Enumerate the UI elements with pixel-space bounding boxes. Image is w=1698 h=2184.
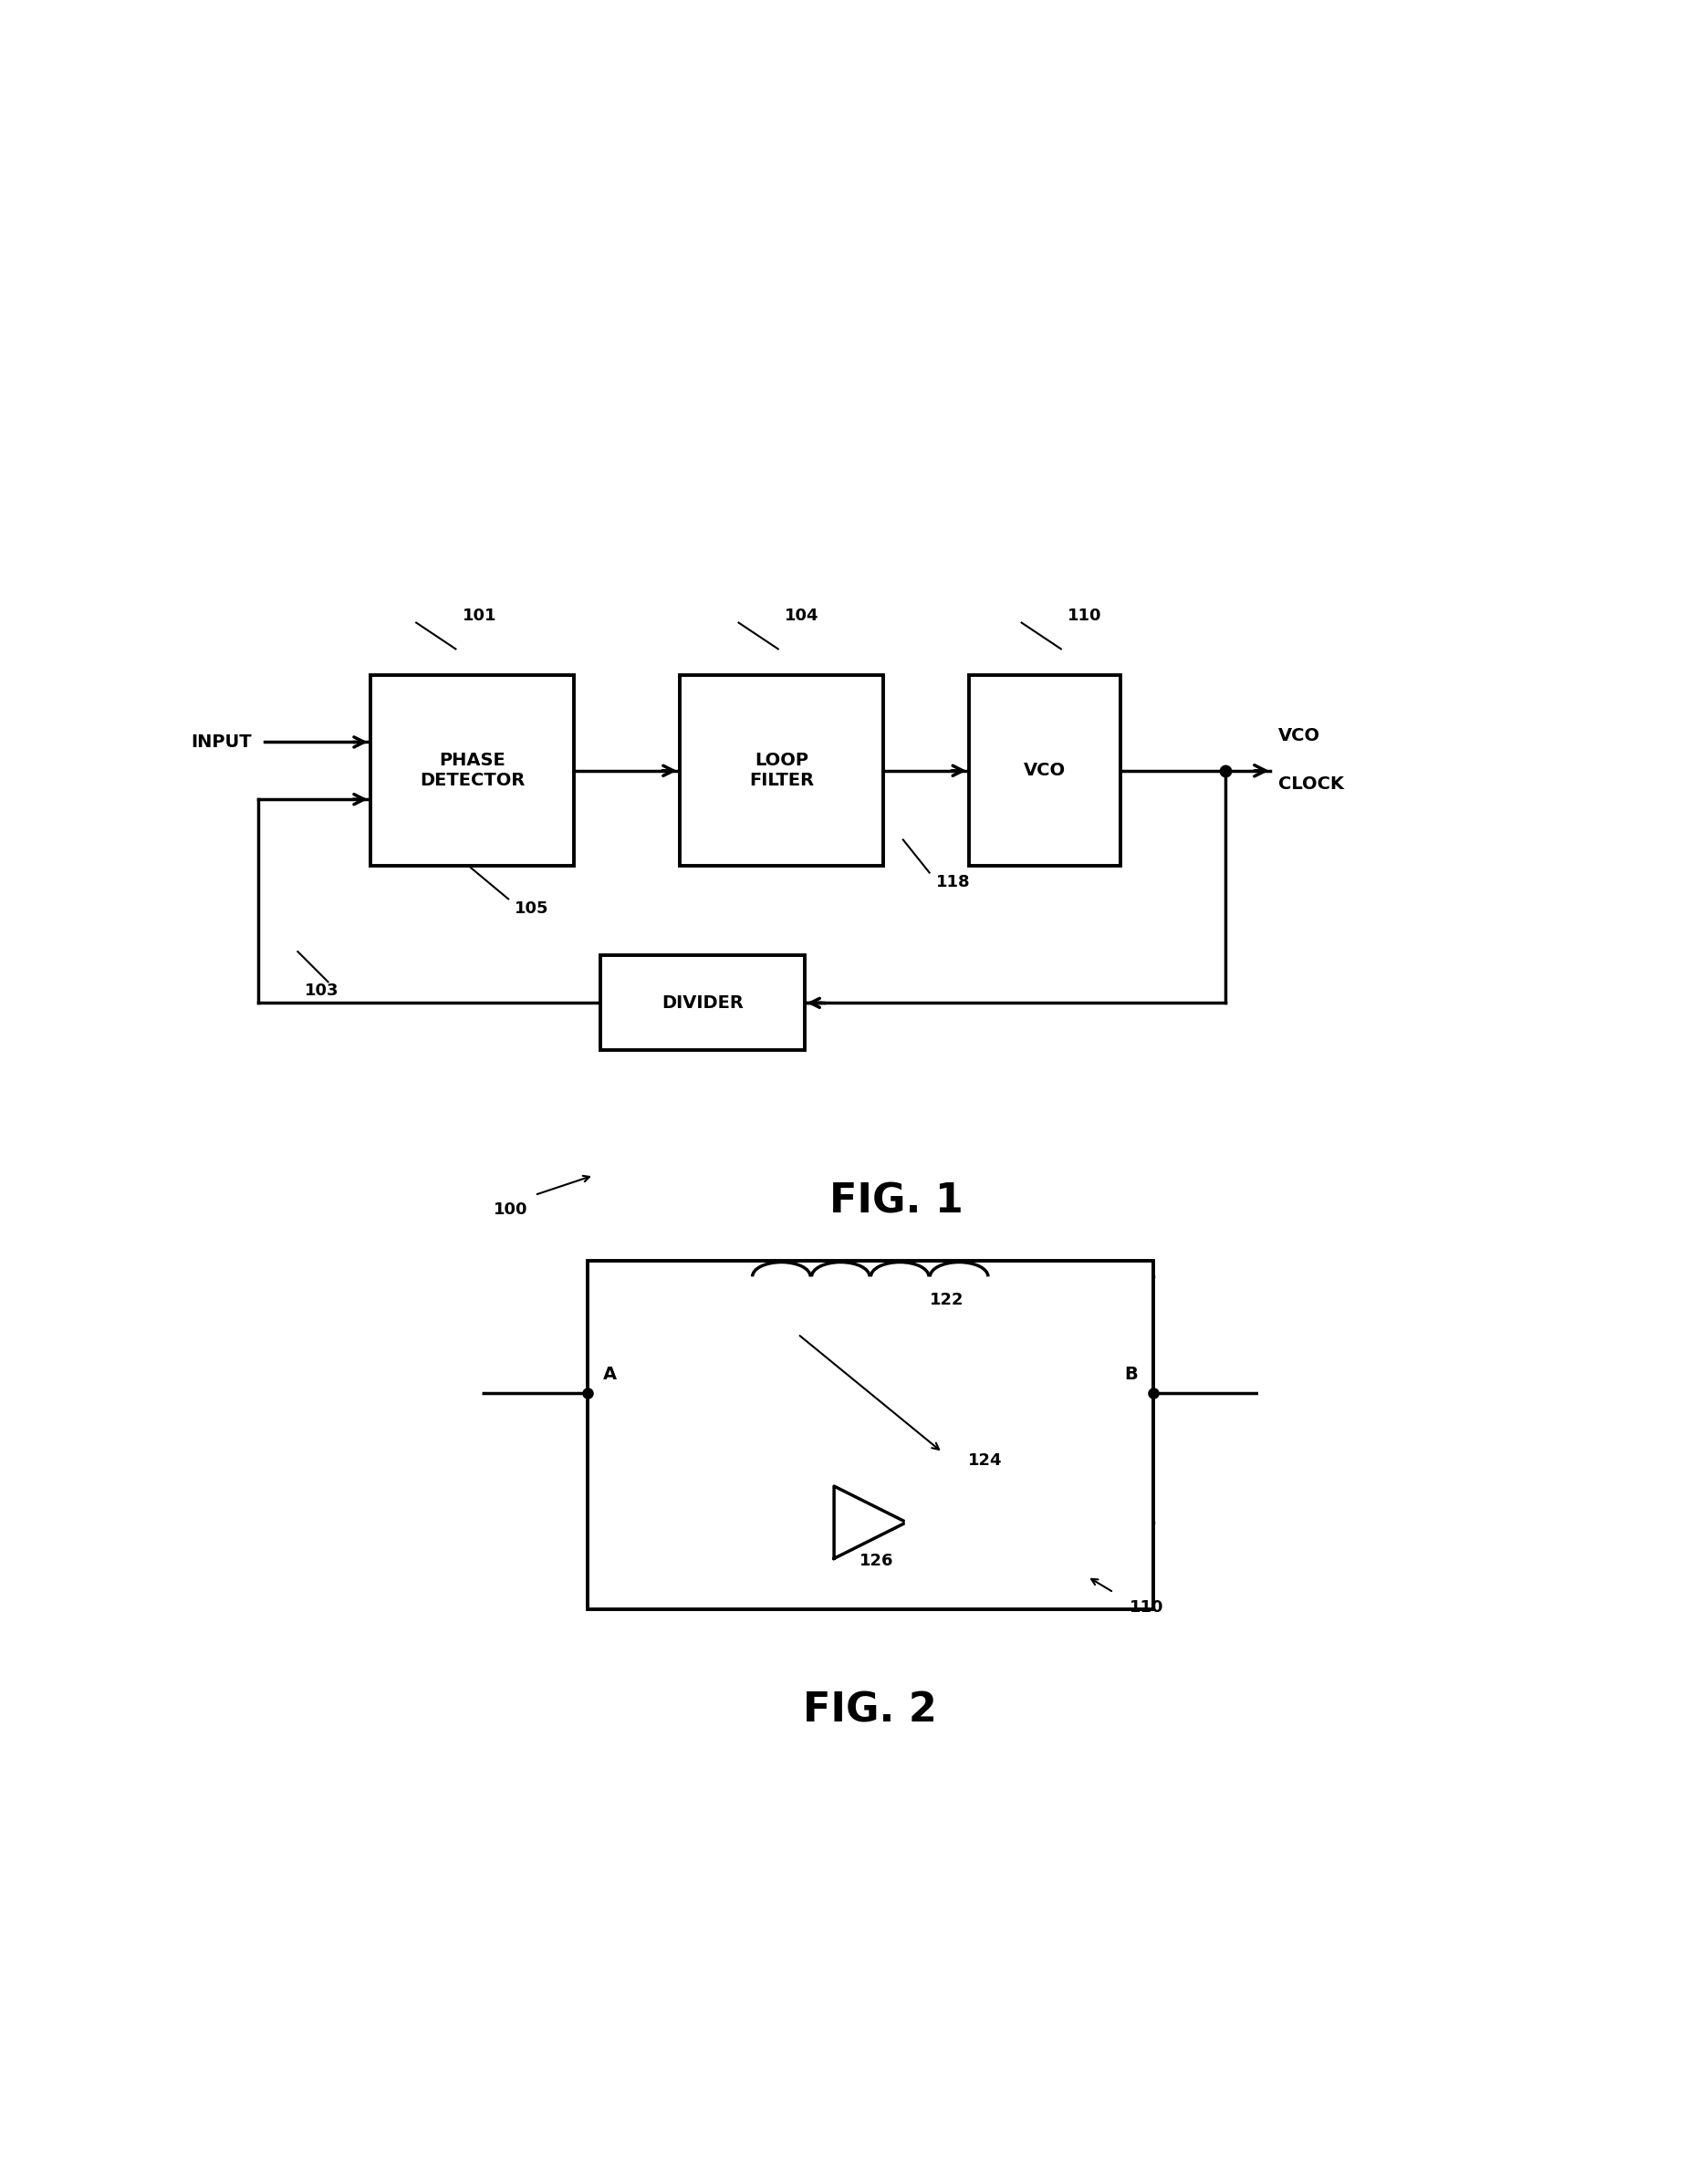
Text: DIVIDER: DIVIDER <box>662 994 744 1011</box>
Text: 110: 110 <box>1068 607 1102 625</box>
Text: 101: 101 <box>462 607 496 625</box>
Text: 103: 103 <box>304 983 338 1000</box>
Bar <box>588 1260 1153 1610</box>
Text: 104: 104 <box>784 607 818 625</box>
Text: VCO: VCO <box>1279 727 1321 745</box>
Text: 110: 110 <box>1129 1599 1163 1616</box>
Text: LOOP
FILTER: LOOP FILTER <box>749 751 813 788</box>
Circle shape <box>907 1511 931 1533</box>
Bar <box>601 957 805 1051</box>
Text: PHASE
DETECTOR: PHASE DETECTOR <box>419 751 525 788</box>
Text: 124: 124 <box>968 1452 1002 1470</box>
Bar <box>679 675 883 867</box>
Text: CLOCK: CLOCK <box>1279 775 1343 793</box>
Text: 100: 100 <box>494 1201 528 1219</box>
Text: FIG. 1: FIG. 1 <box>830 1182 963 1221</box>
Text: 126: 126 <box>859 1553 893 1568</box>
Text: FIG. 2: FIG. 2 <box>803 1690 937 1730</box>
Text: 105: 105 <box>514 900 548 917</box>
Bar <box>970 675 1121 867</box>
Text: INPUT: INPUT <box>190 734 251 751</box>
Text: A: A <box>603 1365 616 1382</box>
Text: B: B <box>1124 1365 1138 1382</box>
Circle shape <box>457 1382 481 1404</box>
Bar <box>370 675 574 867</box>
Circle shape <box>1260 1382 1284 1404</box>
Text: 122: 122 <box>929 1293 964 1308</box>
Text: VCO: VCO <box>1024 762 1066 780</box>
Text: 118: 118 <box>936 874 970 891</box>
